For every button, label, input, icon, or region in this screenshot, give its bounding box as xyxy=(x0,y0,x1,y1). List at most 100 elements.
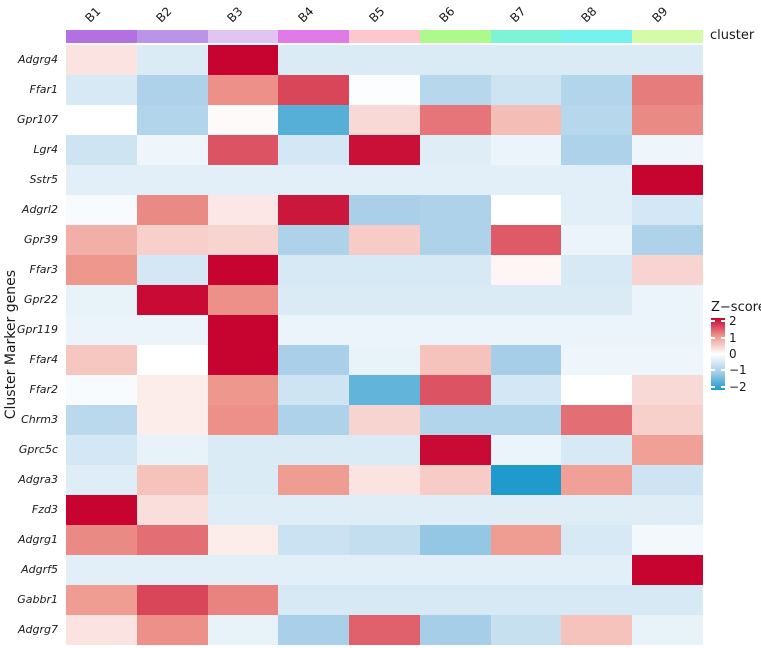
heatmap-cell-Lgr4-B1 xyxy=(66,135,137,165)
heatmap-cell-Ffar3-B3 xyxy=(207,255,279,285)
heatmap-cell-Gabbr1-B1 xyxy=(66,585,137,615)
heatmap-cell-Ffar1-B4 xyxy=(278,75,350,105)
heatmap-cell-Gpr119-B9 xyxy=(632,315,703,345)
heatmap-cell-Fzd3-B1 xyxy=(66,495,137,525)
row-label-Gprc5c: Gprc5c xyxy=(18,443,58,456)
heatmap-cell-Adgrf5-B2 xyxy=(136,555,208,585)
heatmap-cell-Gpr39-B6 xyxy=(419,225,491,255)
heatmap-cell-Ffar2-B9 xyxy=(632,375,703,405)
heatmap-cell-Adgrl2-B9 xyxy=(632,195,703,225)
heatmap-cell-Adgrl2-B5 xyxy=(349,195,420,225)
heatmap-cell-Gabbr1-B5 xyxy=(349,585,420,615)
heatmap-cell-Chrm3-B9 xyxy=(632,405,703,435)
heatmap-cell-Fzd3-B3 xyxy=(207,495,279,525)
heatmap-cell-Gprc5c-B6 xyxy=(419,435,491,465)
heatmap-cell-Lgr4-B5 xyxy=(349,135,420,165)
column-label-B4: B4 xyxy=(295,4,317,26)
heatmap-cell-Adgrg4-B5 xyxy=(349,45,420,75)
heatmap-cell-Gprc5c-B5 xyxy=(349,435,420,465)
column-label-B2: B2 xyxy=(153,4,175,26)
heatmap-cell-Ffar4-B6 xyxy=(419,345,491,375)
heatmap-cell-Adgrg7-B9 xyxy=(632,615,703,645)
heatmap-cell-Gprc5c-B9 xyxy=(632,435,703,465)
heatmap-cell-Gpr119-B8 xyxy=(561,315,633,345)
heatmap-cell-Gprc5c-B4 xyxy=(278,435,350,465)
heatmap-cell-Ffar4-B4 xyxy=(278,345,350,375)
heatmap-cell-Adgrg4-B7 xyxy=(490,45,562,75)
cluster-segment-B3 xyxy=(207,30,279,43)
heatmap-cell-Gpr22-B8 xyxy=(561,285,633,315)
heatmap-cell-Adgrl2-B1 xyxy=(66,195,137,225)
column-label-B6: B6 xyxy=(436,4,458,26)
heatmap-cell-Gpr22-B1 xyxy=(66,285,137,315)
heatmap-cell-Adgrg4-B9 xyxy=(632,45,703,75)
heatmap-cell-Adgrf5-B5 xyxy=(349,555,420,585)
heatmap-cell-Ffar2-B2 xyxy=(136,375,208,405)
row-label-Gabbr1: Gabbr1 xyxy=(17,593,58,606)
heatmap-cell-Ffar3-B6 xyxy=(419,255,491,285)
row-label-Lgr4: Lgr4 xyxy=(33,143,58,156)
row-label-Ffar2: Ffar2 xyxy=(29,383,58,396)
heatmap-cell-Gpr119-B2 xyxy=(136,315,208,345)
heatmap-cell-Ffar3-B8 xyxy=(561,255,633,285)
heatmap-cell-Gprc5c-B3 xyxy=(207,435,279,465)
heatmap-cell-Adgra3-B2 xyxy=(136,465,208,495)
heatmap-cell-Ffar4-B9 xyxy=(632,345,703,375)
heatmap-cell-Ffar3-B1 xyxy=(66,255,137,285)
heatmap-cell-Adgra3-B5 xyxy=(349,465,420,495)
column-label-B7: B7 xyxy=(507,4,529,26)
legend-tick-mark xyxy=(721,320,725,323)
column-label-B3: B3 xyxy=(224,4,246,26)
heatmap-cell-Gpr107-B7 xyxy=(490,105,562,135)
heatmap-cell-Gpr119-B3 xyxy=(207,315,279,345)
heatmap-cell-Adgrl2-B7 xyxy=(490,195,562,225)
heatmap-cell-Chrm3-B4 xyxy=(278,405,350,435)
heatmap-cell-Fzd3-B8 xyxy=(561,495,633,525)
heatmap-cell-Adgrg1-B3 xyxy=(207,525,279,555)
column-label-B8: B8 xyxy=(578,4,600,26)
heatmap-cell-Adgra3-B3 xyxy=(207,465,279,495)
heatmap-cell-Fzd3-B5 xyxy=(349,495,420,525)
legend-tick-label-1: 1 xyxy=(729,330,737,345)
heatmap-cell-Sstr5-B3 xyxy=(207,165,279,195)
row-label-Chrm3: Chrm3 xyxy=(21,413,58,426)
heatmap-cell-Adgrg4-B4 xyxy=(278,45,350,75)
heatmap-cell-Adgrg1-B5 xyxy=(349,525,420,555)
heatmap-cell-Adgrg7-B6 xyxy=(419,615,491,645)
heatmap-cell-Chrm3-B3 xyxy=(207,405,279,435)
legend-tick-mark xyxy=(711,336,715,339)
heatmap-cell-Adgrf5-B3 xyxy=(207,555,279,585)
cluster-segment-B8 xyxy=(561,30,633,43)
heatmap-cell-Gpr22-B7 xyxy=(490,285,562,315)
heatmap-cell-Adgrg1-B1 xyxy=(66,525,137,555)
heatmap-cell-Adgrg7-B3 xyxy=(207,615,279,645)
heatmap-cell-Gprc5c-B1 xyxy=(66,435,137,465)
heatmap-cell-Chrm3-B5 xyxy=(349,405,420,435)
heatmap-cell-Gpr39-B2 xyxy=(136,225,208,255)
heatmap-cell-Adgra3-B4 xyxy=(278,465,350,495)
heatmap-cell-Gprc5c-B8 xyxy=(561,435,633,465)
heatmap-cell-Ffar1-B5 xyxy=(349,75,420,105)
legend-colorbar xyxy=(711,318,725,390)
heatmap-cell-Ffar2-B6 xyxy=(419,375,491,405)
heatmap-cell-Gpr119-B4 xyxy=(278,315,350,345)
heatmap-cell-Adgrg7-B7 xyxy=(490,615,562,645)
heatmap-cell-Adgra3-B7 xyxy=(490,465,562,495)
legend-tick-mark xyxy=(721,369,725,372)
heatmap-cell-Fzd3-B7 xyxy=(490,495,562,525)
heatmap-cell-Gpr107-B5 xyxy=(349,105,420,135)
heatmap-cell-Adgra3-B6 xyxy=(419,465,491,495)
heatmap-cell-Gabbr1-B4 xyxy=(278,585,350,615)
heatmap-cell-Chrm3-B2 xyxy=(136,405,208,435)
heatmap-cell-Adgrg1-B4 xyxy=(278,525,350,555)
heatmap-grid xyxy=(66,45,703,645)
heatmap-cell-Ffar1-B8 xyxy=(561,75,633,105)
heatmap-cell-Adgrg1-B6 xyxy=(419,525,491,555)
legend-tick-label-0: 0 xyxy=(729,347,737,361)
heatmap-cell-Adgrl2-B6 xyxy=(419,195,491,225)
heatmap-cell-Adgrg7-B1 xyxy=(66,615,137,645)
legend-tick-mark xyxy=(721,385,725,388)
heatmap-cell-Gpr22-B6 xyxy=(419,285,491,315)
heatmap-cell-Adgra3-B9 xyxy=(632,465,703,495)
heatmap-cell-Gabbr1-B7 xyxy=(490,585,562,615)
